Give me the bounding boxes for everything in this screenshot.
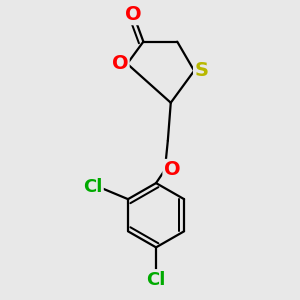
Text: S: S — [194, 61, 208, 80]
Text: Cl: Cl — [146, 271, 166, 289]
Text: O: O — [112, 54, 128, 73]
Text: O: O — [125, 5, 142, 24]
Text: Cl: Cl — [83, 178, 102, 196]
Text: O: O — [164, 160, 181, 179]
